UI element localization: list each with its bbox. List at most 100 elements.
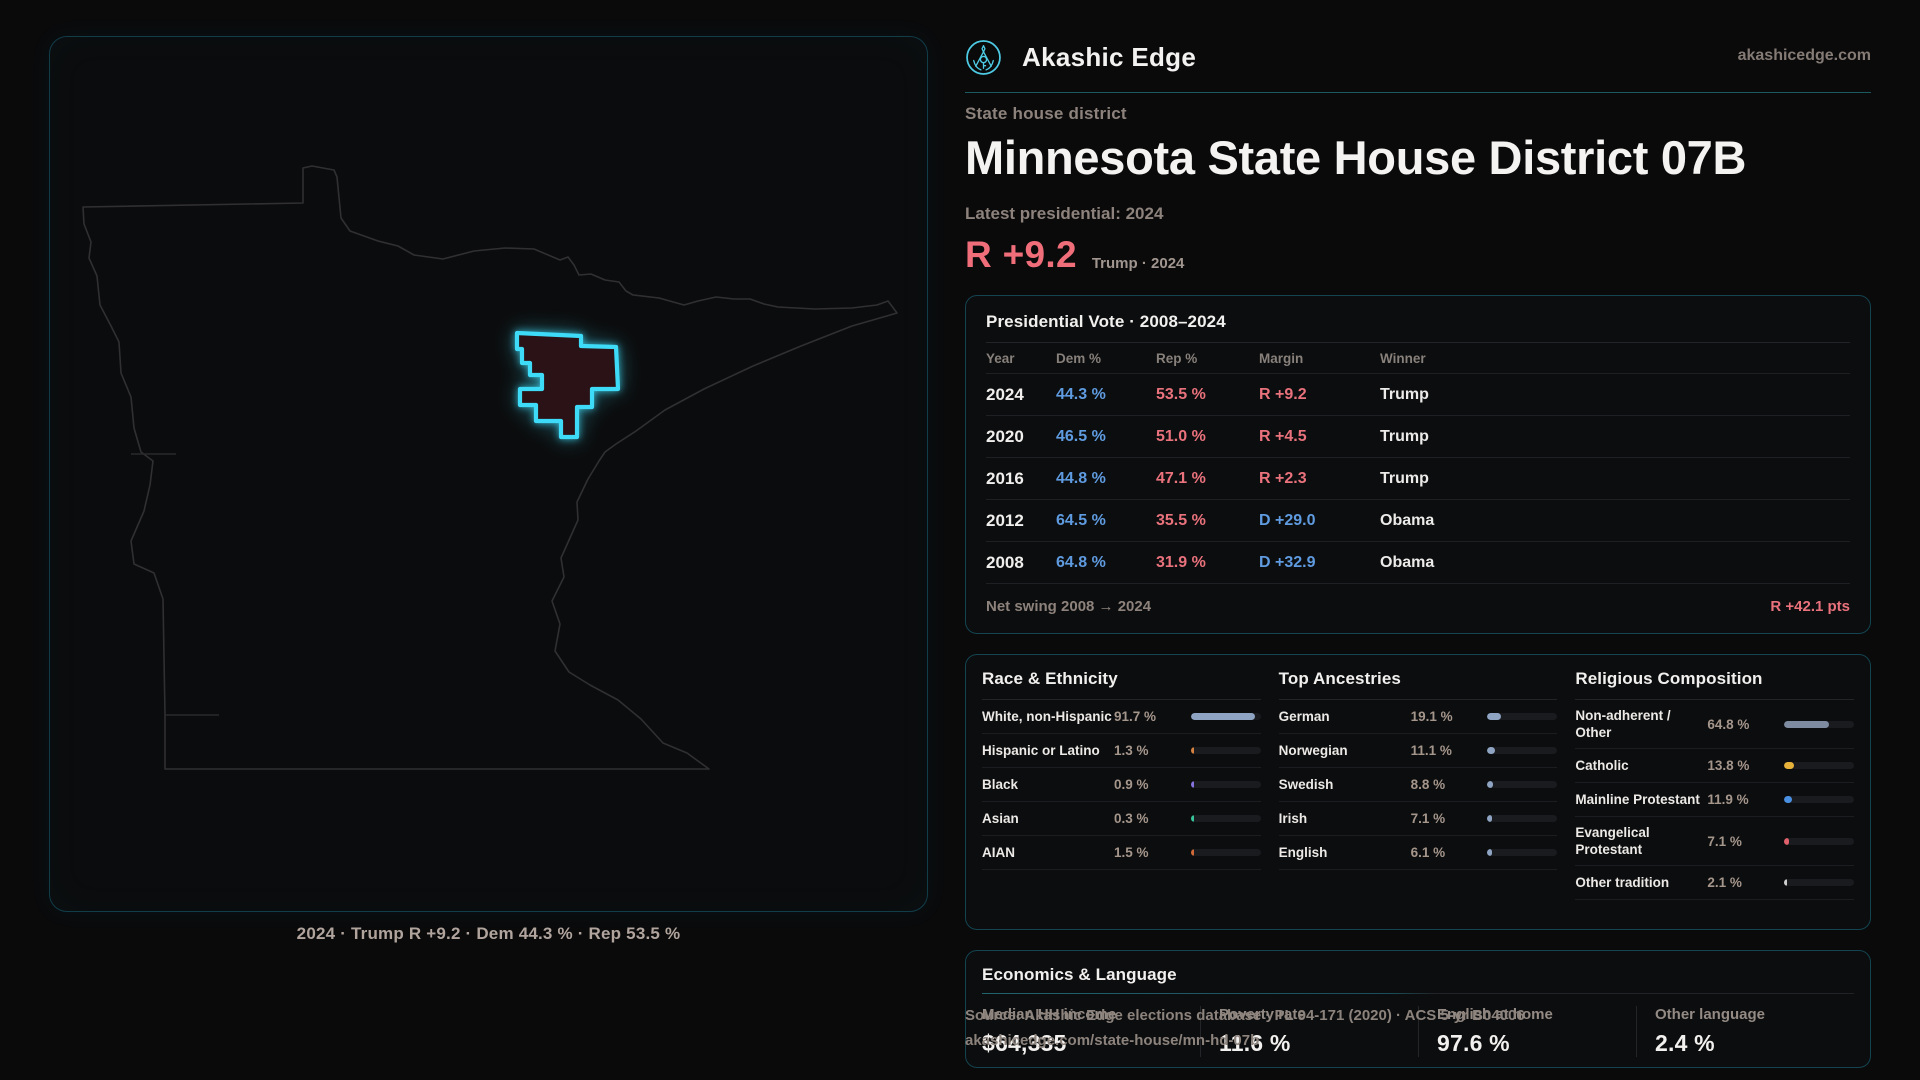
brand-header: Akashic Edge xyxy=(965,38,1196,76)
stat-bar xyxy=(1190,747,1261,754)
table-row: 2012 64.5 % 35.5 % D +29.0 Obama xyxy=(986,500,1850,542)
divider xyxy=(982,993,1854,994)
dem-cell: 44.3 % xyxy=(1056,385,1106,403)
stat-value: 2.1 % xyxy=(1707,875,1742,890)
district-07b-shape xyxy=(514,330,621,440)
stat-value: 1.3 % xyxy=(1114,743,1149,758)
stat-row: Other tradition 2.1 % xyxy=(1575,866,1854,900)
stat-label: German xyxy=(1278,709,1330,724)
stat-label: Irish xyxy=(1278,811,1308,826)
stat-value: 7.1 % xyxy=(1410,811,1446,826)
col-year: Year xyxy=(986,350,1015,366)
stat-label: Median HH income xyxy=(982,1006,1117,1023)
source-url-link[interactable]: akashicedge.com/state-house/mn-hd-07b xyxy=(965,1032,1260,1049)
stat-value: 19.1 % xyxy=(1410,709,1453,724)
stat-bar xyxy=(1783,879,1854,886)
year-cell: 2016 xyxy=(986,468,1024,488)
stat-value: 0.3 % xyxy=(1114,811,1149,826)
stat-value: 13.8 % xyxy=(1707,758,1750,773)
stat-label: Norwegian xyxy=(1278,743,1348,758)
brand-name: Akashic Edge xyxy=(1022,41,1197,72)
margin-cell: R +9.2 xyxy=(1259,385,1307,403)
stat-value: 11.1 % xyxy=(1410,743,1452,758)
stat-bar xyxy=(1190,849,1261,856)
stat-bar xyxy=(1487,815,1558,822)
stat-bar xyxy=(1783,796,1854,803)
vote-table-header-row: Year Dem % Rep % Margin Winner xyxy=(986,343,1850,374)
stat-bar xyxy=(1190,781,1261,788)
dem-cell: 64.8 % xyxy=(1056,553,1106,571)
stat-row: Norwegian 11.1 % xyxy=(1278,734,1558,768)
stat-value: 11.6 % xyxy=(1219,1030,1291,1056)
stat-label: Catholic xyxy=(1575,758,1629,773)
margin-value: R +9.2 xyxy=(965,234,1077,275)
stat-row: English 6.1 % xyxy=(1278,836,1558,870)
divider xyxy=(986,342,1850,343)
headline-margin: R +9.2 Trump · 2024 xyxy=(965,233,1184,277)
dem-cell: 44.8 % xyxy=(1056,469,1106,487)
margin-cell: D +29.0 xyxy=(1259,511,1316,529)
stat-label: Evangelical Protestant xyxy=(1575,825,1650,857)
presidential-vote-card: Presidential Vote · 2008–2024 Year Dem %… xyxy=(965,295,1871,634)
stat-value: 11.9 % xyxy=(1707,792,1749,807)
net-swing-row: Net swing 2008 → 2024 R +42.1 pts xyxy=(986,584,1850,615)
map-caption: 2024 · Trump R +9.2 · Dem 44.3 % · Rep 5… xyxy=(296,924,681,943)
divider xyxy=(1575,699,1854,700)
district-map-panel xyxy=(49,36,928,912)
stat-label: Non-adherent / Other xyxy=(1575,708,1671,740)
stat-bar xyxy=(1783,762,1854,769)
stat-english-at-home: English at home 97.6 % xyxy=(1418,1006,1636,1057)
economics-stats: Median HH income $64,335 Poverty rate 11… xyxy=(982,1006,1854,1057)
stat-label: Hispanic or Latino xyxy=(982,743,1100,758)
stat-row: AIAN 1.5 % xyxy=(982,836,1261,870)
ancestries-title: Top Ancestries xyxy=(1278,669,1401,688)
dem-cell: 46.5 % xyxy=(1056,427,1106,445)
religion-column: Religious Composition Non-adherent / Oth… xyxy=(1575,669,1854,900)
header-divider xyxy=(965,92,1871,93)
net-swing-value: R +42.1 pts xyxy=(1770,598,1850,615)
stat-value: 1.5 % xyxy=(1114,845,1149,860)
stat-poverty-rate: Poverty rate 11.6 % xyxy=(1200,1006,1418,1057)
page-title: Minnesota State House District 07B xyxy=(965,131,1747,184)
stat-label: Other tradition xyxy=(1575,875,1670,890)
col-winner: Winner xyxy=(1380,350,1426,366)
religion-title: Religious Composition xyxy=(1575,669,1763,688)
stat-value: 0.9 % xyxy=(1114,777,1149,792)
stat-label: AIAN xyxy=(982,845,1015,860)
stat-bar xyxy=(1190,713,1261,720)
minnesota-outline xyxy=(82,165,898,770)
stat-other-language: Other language 2.4 % xyxy=(1636,1006,1854,1057)
col-rep: Rep % xyxy=(1156,350,1198,366)
vote-table-title: Presidential Vote · 2008–2024 xyxy=(986,312,1226,331)
stat-row: Mainline Protestant 11.9 % xyxy=(1575,783,1854,817)
stat-label: White, non-Hispanic xyxy=(982,709,1112,724)
stat-value: 64.8 % xyxy=(1707,716,1750,732)
race-ethnicity-column: Race & Ethnicity White, non-Hispanic 91.… xyxy=(982,669,1261,900)
stat-row: Catholic 13.8 % xyxy=(1575,749,1854,783)
latest-presidential-label: Latest presidential: 2024 xyxy=(965,204,1164,223)
stat-row: Non-adherent / Other 64.8 % xyxy=(1575,700,1854,749)
margin-context: Trump · 2024 xyxy=(1091,255,1185,272)
district-type-label: State house district xyxy=(965,104,1127,123)
stat-label: Poverty rate xyxy=(1219,1006,1306,1023)
stat-row: White, non-Hispanic 91.7 % xyxy=(982,700,1261,734)
site-domain-link[interactable]: akashicedge.com xyxy=(1737,47,1871,64)
rep-cell: 53.5 % xyxy=(1156,385,1206,403)
stat-label: Black xyxy=(982,777,1019,792)
margin-cell: R +2.3 xyxy=(1259,469,1307,487)
stat-row: Hispanic or Latino 1.3 % xyxy=(982,734,1261,768)
demographics-card: Race & Ethnicity White, non-Hispanic 91.… xyxy=(965,654,1871,930)
stat-label: Other language xyxy=(1655,1006,1766,1023)
table-row: 2020 46.5 % 51.0 % R +4.5 Trump xyxy=(986,416,1850,458)
table-row: 2016 44.8 % 47.1 % R +2.3 Trump xyxy=(986,458,1850,500)
col-dem: Dem % xyxy=(1056,350,1102,366)
economics-title: Economics & Language xyxy=(982,965,1177,984)
stat-value: 2.4 % xyxy=(1655,1030,1715,1056)
stat-label: Mainline Protestant xyxy=(1575,792,1700,807)
economics-card: Economics & Language Median HH income $6… xyxy=(965,950,1871,1068)
net-swing-label: Net swing 2008 → 2024 xyxy=(986,598,1152,615)
winner-cell: Trump xyxy=(1380,385,1429,403)
stat-value: 91.7 % xyxy=(1114,709,1157,724)
year-cell: 2024 xyxy=(986,384,1024,404)
